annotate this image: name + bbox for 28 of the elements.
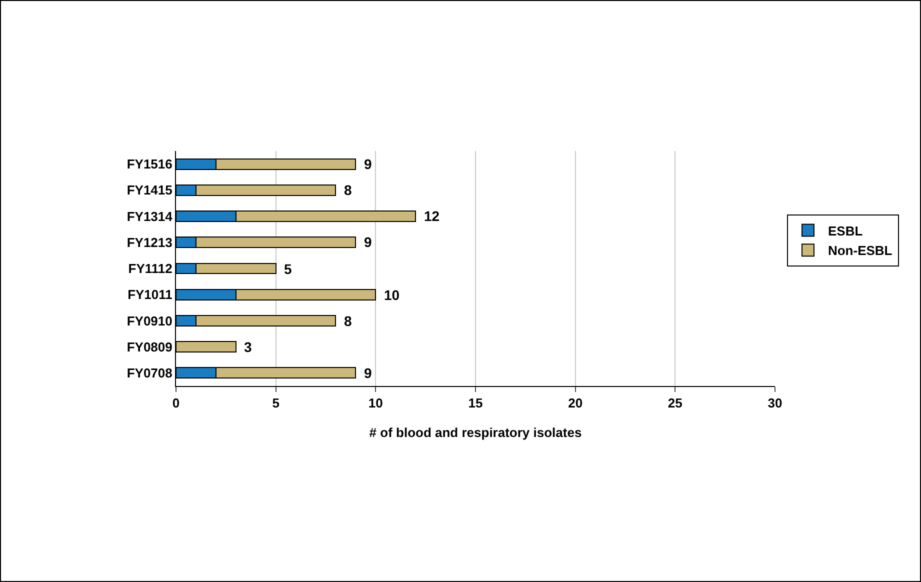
total-label: 12 [424, 208, 440, 224]
legend-label: Non-ESBL [828, 243, 892, 258]
y-tick-label: FY0910 [126, 313, 172, 328]
total-label: 10 [384, 287, 400, 303]
legend-label: ESBL [828, 223, 863, 238]
total-label: 9 [364, 156, 372, 172]
y-tick-label: FY1011 [128, 287, 172, 302]
total-label: 3 [244, 339, 252, 355]
total-label: 8 [344, 313, 352, 329]
total-label: 9 [364, 234, 372, 250]
y-tick-label: FY1112 [128, 261, 172, 276]
x-tick-label: 0 [172, 396, 180, 411]
total-label: 8 [344, 182, 352, 198]
x-axis-title: # of blood and respiratory isolates [369, 425, 582, 440]
x-tick-label: 25 [668, 396, 682, 411]
y-tick-label: FY0809 [126, 339, 172, 354]
total-label: 9 [364, 365, 372, 381]
y-tick-label: FY0708 [126, 365, 172, 380]
x-tick-label: 15 [468, 396, 483, 411]
x-tick-label: 10 [368, 396, 383, 411]
y-tick-label: FY1213 [126, 234, 172, 250]
total-label: 5 [284, 261, 292, 277]
y-tick-label: FY1516 [126, 156, 172, 172]
y-tick-label: FY1415 [126, 182, 172, 198]
x-tick-label: 5 [272, 396, 280, 411]
x-tick-label: 30 [768, 396, 782, 411]
x-tick-label: 20 [568, 396, 583, 411]
y-tick-label: FY1314 [126, 208, 174, 224]
